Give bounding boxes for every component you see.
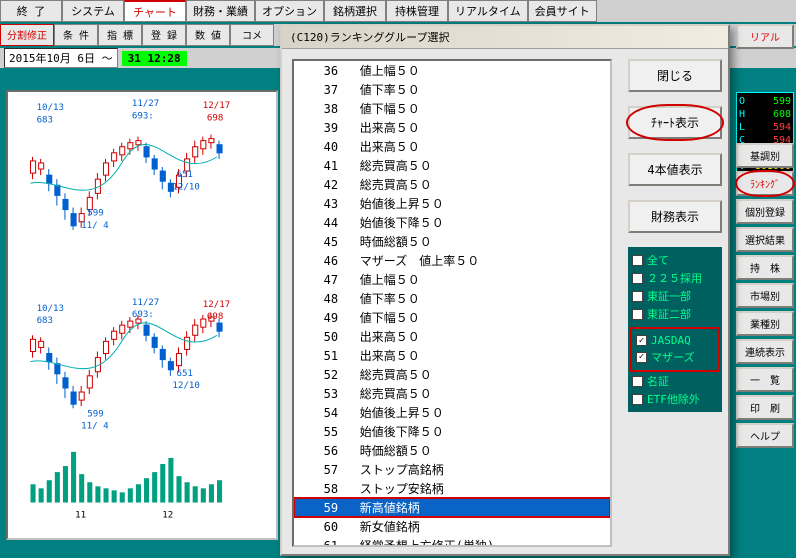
svg-text:12/10: 12/10 (172, 182, 199, 192)
main-tab-2[interactable]: チャート (124, 0, 186, 22)
checkbox-全て[interactable]: 全て (630, 251, 720, 269)
ranking-row[interactable]: 39 出来高５０ (294, 118, 610, 137)
dlg-side-btn-3[interactable]: 財務表示 (628, 200, 722, 233)
right-btn-3[interactable]: 選択結果 (736, 227, 794, 252)
main-tab-1[interactable]: システム (62, 0, 124, 22)
ranking-row[interactable]: 47 値上幅５０ (294, 270, 610, 289)
real-button[interactable]: リアル (736, 24, 794, 49)
svg-text:11/ 4: 11/ 4 (81, 221, 109, 231)
main-tab-3[interactable]: 財務・業績 (186, 0, 255, 22)
ranking-row[interactable]: 45 時価総額５０ (294, 232, 610, 251)
right-btn-5[interactable]: 市場別 (736, 283, 794, 308)
main-tab-7[interactable]: リアルタイム (448, 0, 528, 22)
ranking-row[interactable]: 56 時価総額５０ (294, 441, 610, 460)
checkbox-名証[interactable]: 名証 (630, 372, 720, 390)
dialog-sidebar: 閉じる ﾁｬｰﾄ表示 4本値表示財務表示全て２２５採用東証一部東証二部 ✓JASDAQ… (622, 49, 728, 557)
svg-text:599: 599 (87, 409, 103, 419)
checkbox-ETF他除外[interactable]: ETF他除外 (630, 390, 720, 408)
sub-btn-3[interactable]: 登 録 (142, 24, 186, 46)
ranking-list[interactable]: 36 値上幅５０ 37 値下率５０ 38 値下幅５０ 39 出来高５０ 40 出… (292, 59, 612, 547)
sub-btn-2[interactable]: 指 標 (98, 24, 142, 46)
svg-text:651: 651 (176, 170, 192, 180)
sub-btn-1[interactable]: 条 件 (54, 24, 98, 46)
time-field: 31 12:28 (122, 51, 187, 66)
checkbox-マザーズ[interactable]: ✓マザーズ (634, 348, 716, 366)
ranking-row[interactable]: 44 始値後下降５０ (294, 213, 610, 232)
ranking-row[interactable]: 60 新女値銘柄 (294, 517, 610, 536)
ranking-row[interactable]: 59 新高値銘柄 (294, 498, 610, 517)
ranking-row[interactable]: 49 値下幅５０ (294, 308, 610, 327)
svg-text:12/17: 12/17 (203, 300, 230, 310)
right-column: リアル基調別 ﾗﾝｷﾝｸﾞ 個別登録選択結果持 株市場別業種別連続表示一 覧印 刷ヘ… (736, 24, 794, 448)
sub-btn-4[interactable]: 数 値 (186, 24, 230, 46)
checkbox-東証一部[interactable]: 東証一部 (630, 287, 720, 305)
ranking-row[interactable]: 57 ストップ高銘柄 (294, 460, 610, 479)
ranking-row[interactable]: 58 ストップ安銘柄 (294, 479, 610, 498)
svg-text:599: 599 (87, 209, 103, 219)
dlg-side-btn-1[interactable]: ﾁｬｰﾄ表示 (628, 106, 722, 139)
ranking-row[interactable]: 38 値下幅５０ (294, 99, 610, 118)
right-btn-6[interactable]: 業種別 (736, 311, 794, 336)
svg-text:651: 651 (176, 369, 192, 379)
dlg-side-btn-0[interactable]: 閉じる (628, 59, 722, 92)
dialog-title: (C120)ランキンググループ選択 (282, 26, 728, 49)
ranking-row[interactable]: 53 総売買高５０ (294, 384, 610, 403)
svg-text:693:: 693: (132, 310, 154, 320)
right-btn-10[interactable]: ヘルプ (736, 423, 794, 448)
ranking-row[interactable]: 50 出来高５０ (294, 327, 610, 346)
svg-text:10/13: 10/13 (37, 304, 64, 314)
ranking-row[interactable]: 41 総売買高５０ (294, 156, 610, 175)
main-tab-4[interactable]: オプション (255, 0, 324, 22)
svg-text:12/17: 12/17 (203, 101, 230, 111)
checkbox-２２５採用[interactable]: ２２５採用 (630, 269, 720, 287)
ranking-row[interactable]: 51 出来高５０ (294, 346, 610, 365)
ranking-row[interactable]: 48 値下率５０ (294, 289, 610, 308)
ranking-row[interactable]: 42 総売買高５０ (294, 175, 610, 194)
ranking-row[interactable]: 55 始値後下降５０ (294, 422, 610, 441)
checkbox-東証二部[interactable]: 東証二部 (630, 305, 720, 323)
ranking-row[interactable]: 54 始値後上昇５０ (294, 403, 610, 422)
right-btn-8[interactable]: 一 覧 (736, 367, 794, 392)
ranking-row[interactable]: 61 経常予想上方修正(単独) (294, 536, 610, 547)
svg-text:11/27: 11/27 (132, 99, 159, 109)
chart-svg: 10/13 683 11/27 693: 12/17 698 651 12/10 599 11/ … (8, 92, 276, 538)
main-tab-5[interactable]: 銘柄選択 (324, 0, 386, 22)
checkbox-JASDAQ[interactable]: ✓JASDAQ (634, 333, 716, 348)
date-field[interactable]: 2015年10月 6日 ～ (4, 48, 118, 68)
right-btn-2[interactable]: 個別登録 (736, 199, 794, 224)
ranking-row[interactable]: 52 総売買高５０ (294, 365, 610, 384)
svg-text:698: 698 (207, 312, 223, 322)
sub-btn-0[interactable]: 分割修正 (0, 24, 54, 46)
main-tab-0[interactable]: 終 了 (0, 0, 62, 22)
ranking-row[interactable]: 46 マザーズ 値上率５０ (294, 251, 610, 270)
sub-btn-5[interactable]: コメ (230, 24, 274, 46)
ranking-row[interactable]: 36 値上幅５０ (294, 61, 610, 80)
svg-text:683: 683 (37, 316, 53, 326)
ranking-row[interactable]: 37 値下率５０ (294, 80, 610, 99)
right-btn-0[interactable]: 基調別 (736, 143, 794, 168)
svg-text:683: 683 (37, 115, 53, 125)
right-btn-4[interactable]: 持 株 (736, 255, 794, 280)
ranking-row[interactable]: 40 出来高５０ (294, 137, 610, 156)
ranking-dialog: (C120)ランキンググループ選択 36 値上幅５０ 37 値下率５０ 38 値… (280, 24, 730, 556)
main-tab-6[interactable]: 持株管理 (386, 0, 448, 22)
ranking-row[interactable]: 43 始値後上昇５０ (294, 194, 610, 213)
svg-text:12/10: 12/10 (172, 381, 199, 391)
right-btn-1[interactable]: ﾗﾝｷﾝｸﾞ (736, 171, 794, 196)
dlg-side-btn-2[interactable]: 4本値表示 (628, 153, 722, 186)
right-btn-9[interactable]: 印 刷 (736, 395, 794, 420)
svg-text:11: 11 (75, 511, 86, 521)
svg-text:10/13: 10/13 (37, 103, 64, 113)
main-tabs: 終 了システムチャート財務・業績オプション銘柄選択持株管理リアルタイム会員サイト (0, 0, 796, 22)
svg-text:698: 698 (207, 113, 223, 123)
svg-text:11/27: 11/27 (132, 298, 159, 308)
right-btn-7[interactable]: 連続表示 (736, 339, 794, 364)
svg-text:12: 12 (162, 511, 173, 521)
svg-text:11/ 4: 11/ 4 (81, 422, 109, 432)
chart-panel: 10/13 683 11/27 693: 12/17 698 651 12/10 599 11/ … (6, 90, 278, 540)
main-tab-8[interactable]: 会員サイト (528, 0, 597, 22)
svg-text:693:: 693: (132, 111, 154, 121)
